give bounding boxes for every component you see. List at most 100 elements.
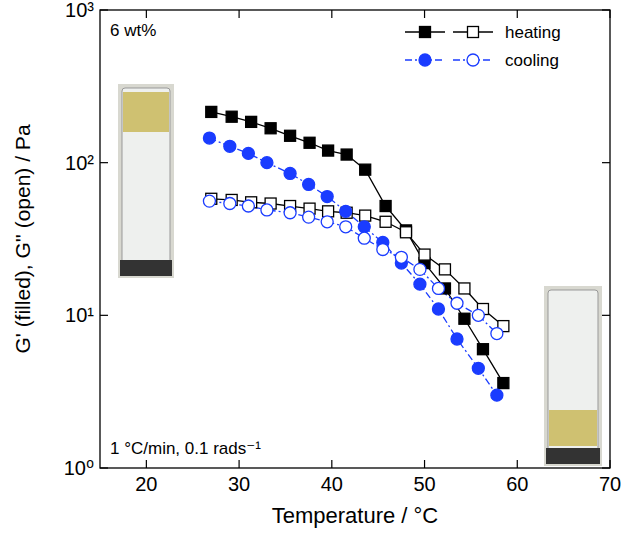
data-point [358, 232, 370, 244]
legend-marker [420, 27, 431, 38]
y-tick-label: 10³ [65, 0, 94, 21]
x-tick [238, 10, 239, 18]
plot-frame [100, 10, 610, 468]
data-point [261, 157, 273, 169]
data-point [451, 333, 463, 345]
data-point [261, 204, 273, 216]
data-point [432, 282, 444, 294]
vial-liquid [549, 410, 597, 446]
vial-photo [544, 286, 602, 466]
y-tick [100, 162, 108, 163]
photo-bg [118, 84, 174, 278]
data-point [472, 309, 484, 321]
x-tick [424, 10, 425, 18]
legend-marker [467, 54, 479, 66]
legend-marker [419, 54, 431, 66]
x-tick [146, 460, 147, 468]
data-point [395, 251, 407, 263]
x-tick [331, 10, 332, 18]
data-point [358, 221, 370, 233]
y-tick-label: 10¹ [65, 304, 94, 326]
legend-marker [468, 27, 479, 38]
data-point [242, 200, 254, 212]
series-line [211, 199, 503, 326]
data-point [414, 278, 426, 290]
x-tick-label: 70 [599, 473, 621, 495]
annotation: 6 wt% [110, 21, 156, 40]
x-tick-label: 50 [413, 473, 435, 495]
data-point [459, 283, 470, 294]
data-point [472, 362, 484, 374]
vial-glass [548, 290, 598, 462]
data-point [377, 243, 389, 255]
x-tick [517, 10, 518, 18]
data-point [498, 378, 509, 389]
data-point [303, 178, 315, 190]
y-tick [602, 162, 610, 163]
series-line [211, 112, 503, 383]
x-tick [609, 460, 610, 468]
data-point [419, 249, 430, 260]
x-tick [424, 460, 425, 468]
legend-label: heating [505, 23, 561, 42]
data-point [242, 147, 254, 159]
y-tick-label: 10⁰ [64, 457, 94, 479]
data-point [246, 116, 257, 127]
y-tick [602, 467, 610, 468]
x-tick-label: 40 [321, 473, 343, 495]
data-point [321, 216, 333, 228]
chart: 20304050607010⁰10¹10²10³Temperature / °C… [0, 0, 623, 537]
data-point [432, 303, 444, 315]
y-tick [100, 315, 108, 316]
data-point [491, 328, 503, 340]
data-point [340, 221, 352, 233]
plot-area [203, 106, 508, 401]
data-point [303, 211, 315, 223]
data-point [360, 210, 371, 221]
data-point [321, 191, 333, 203]
x-tick [609, 10, 610, 18]
data-point [323, 206, 334, 217]
data-point [360, 164, 371, 175]
data-point [224, 198, 236, 210]
legend: heating cooling [405, 23, 561, 70]
data-point [341, 149, 352, 160]
data-point [477, 344, 488, 355]
data-point [401, 227, 412, 238]
data-point [224, 140, 236, 152]
data-point [380, 216, 391, 227]
data-point [284, 167, 296, 179]
data-point [203, 195, 215, 207]
x-axis-title: Temperature / °C [272, 503, 439, 528]
data-point [451, 297, 463, 309]
data-point [284, 207, 296, 219]
series-line [209, 138, 496, 395]
vial-cap [120, 260, 172, 276]
data-point [206, 106, 217, 117]
x-tick [331, 460, 332, 468]
x-tick-label: 60 [506, 473, 528, 495]
data-point [285, 130, 296, 141]
data-point [340, 205, 352, 217]
x-tick [517, 460, 518, 468]
annotation: 1 °C/min, 0.1 rads⁻¹ [110, 439, 261, 458]
data-point [304, 137, 315, 148]
photo-bg [544, 286, 602, 466]
data-point [491, 389, 503, 401]
data-point [380, 201, 391, 212]
y-tick [100, 9, 108, 10]
legend-label: cooling [505, 51, 559, 70]
y-tick-label: 10² [65, 152, 94, 174]
data-point [459, 313, 470, 324]
data-point [323, 145, 334, 156]
y-tick [602, 9, 610, 10]
vial-photo [118, 84, 174, 278]
vial-glass [122, 88, 170, 274]
data-point [226, 111, 237, 122]
y-tick [100, 467, 108, 468]
x-tick [146, 10, 147, 18]
y-tick [602, 315, 610, 316]
data-point [439, 264, 450, 275]
vial-liquid [123, 92, 169, 132]
vial-cap [546, 448, 600, 464]
